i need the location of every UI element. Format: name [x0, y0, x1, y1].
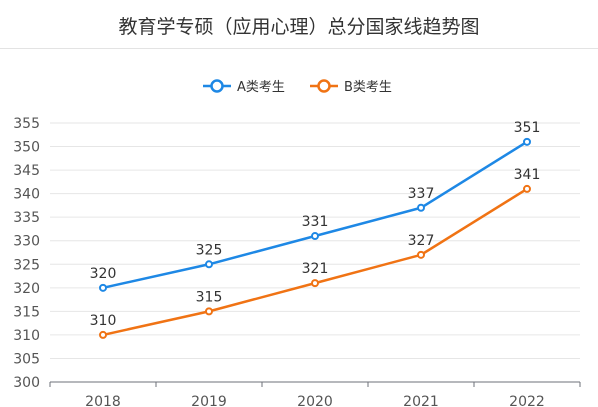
data-point[interactable] [417, 203, 425, 212]
chart-title: 教育学专硕（应用心理）总分国家线趋势图 [118, 16, 480, 38]
data-label: 331 [302, 214, 329, 230]
data-point[interactable] [205, 307, 213, 316]
data-label: 327 [408, 233, 435, 249]
legend-marker-icon [210, 79, 224, 93]
y-tick-label: 325 [13, 257, 40, 273]
grid-lines [50, 122, 580, 359]
data-label: 315 [196, 289, 223, 305]
data-label: 310 [90, 313, 117, 329]
x-tick-label: 2019 [191, 394, 227, 407]
data-point[interactable] [523, 137, 531, 146]
y-tick-label: 310 [13, 328, 40, 344]
legend-marker-icon [317, 79, 331, 93]
x-tick-label: 2018 [85, 394, 121, 407]
data-label: 320 [90, 266, 117, 282]
data-point[interactable] [99, 283, 107, 292]
x-tick-label: 2022 [509, 394, 545, 407]
data-label: 337 [408, 186, 435, 202]
data-point[interactable] [523, 184, 531, 193]
series-group: 320 325 331 337 351 310 315 321 327 341 [90, 120, 541, 339]
legend[interactable]: A类考生 B类考生 [203, 79, 392, 95]
y-tick-label: 350 [13, 140, 40, 156]
data-point[interactable] [417, 250, 425, 259]
data-point[interactable] [311, 232, 319, 241]
x-axis-tick-labels: 2018 2019 2020 2021 2022 [85, 394, 545, 407]
y-tick-label: 330 [13, 234, 40, 250]
series-b: 310 315 321 327 341 [90, 167, 541, 339]
y-tick-label: 340 [13, 187, 40, 203]
x-tick-label: 2021 [403, 394, 439, 407]
y-tick-label: 305 [13, 351, 40, 367]
data-point[interactable] [205, 260, 213, 269]
y-tick-label: 335 [13, 210, 40, 226]
data-point[interactable] [311, 279, 319, 288]
data-label: 351 [514, 120, 541, 136]
y-tick-label: 355 [13, 116, 40, 132]
legend-label: B类考生 [344, 80, 392, 95]
series-a: 320 325 331 337 351 [90, 120, 541, 292]
legend-item[interactable]: A类考生 [203, 79, 285, 95]
legend-item[interactable]: B类考生 [310, 79, 392, 95]
x-tick-label: 2020 [297, 394, 333, 407]
y-tick-label: 345 [13, 163, 40, 179]
title-divider [0, 48, 598, 49]
y-axis-tick-labels: 300 305 310 315 320 325 330 335 340 345 350 355 [13, 116, 40, 391]
y-tick-label: 315 [13, 304, 40, 320]
y-tick-label: 300 [13, 375, 40, 391]
data-label: 325 [196, 242, 223, 258]
data-point[interactable] [99, 330, 107, 339]
legend-label: A类考生 [237, 80, 285, 95]
y-tick-label: 320 [13, 281, 40, 297]
data-label: 341 [514, 167, 541, 183]
data-label: 321 [302, 261, 329, 277]
axes [49, 381, 581, 387]
